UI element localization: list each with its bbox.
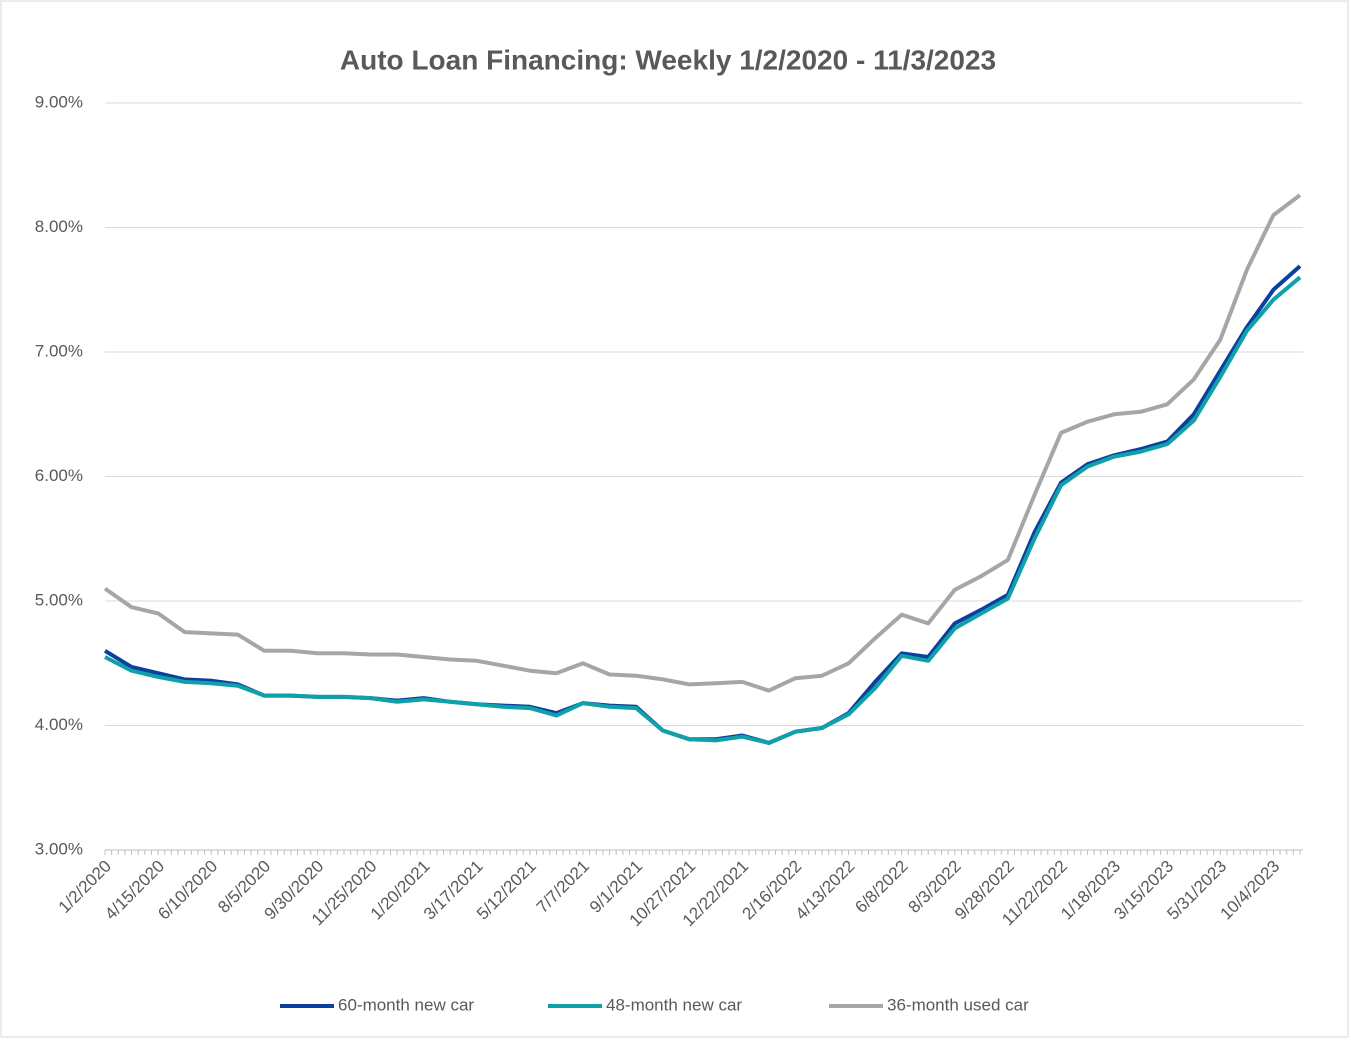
y-tick-label: 5.00%	[35, 590, 83, 609]
series-line	[103, 193, 1302, 693]
y-tick-label: 4.00%	[35, 715, 83, 734]
series-line	[104, 275, 1302, 745]
y-tick-label: 3.00%	[35, 839, 83, 858]
legend-label: 36-month used car	[887, 995, 1029, 1014]
chart-title: Auto Loan Financing: Weekly 1/2/2020 - 1…	[340, 44, 996, 75]
y-tick-label: 6.00%	[35, 466, 83, 485]
y-tick-label: 9.00%	[35, 92, 83, 111]
y-tick-label: 7.00%	[35, 341, 83, 360]
legend-label: 48-month new car	[606, 995, 742, 1014]
legend-label: 60-month new car	[338, 995, 474, 1014]
y-tick-label: 8.00%	[35, 217, 83, 236]
